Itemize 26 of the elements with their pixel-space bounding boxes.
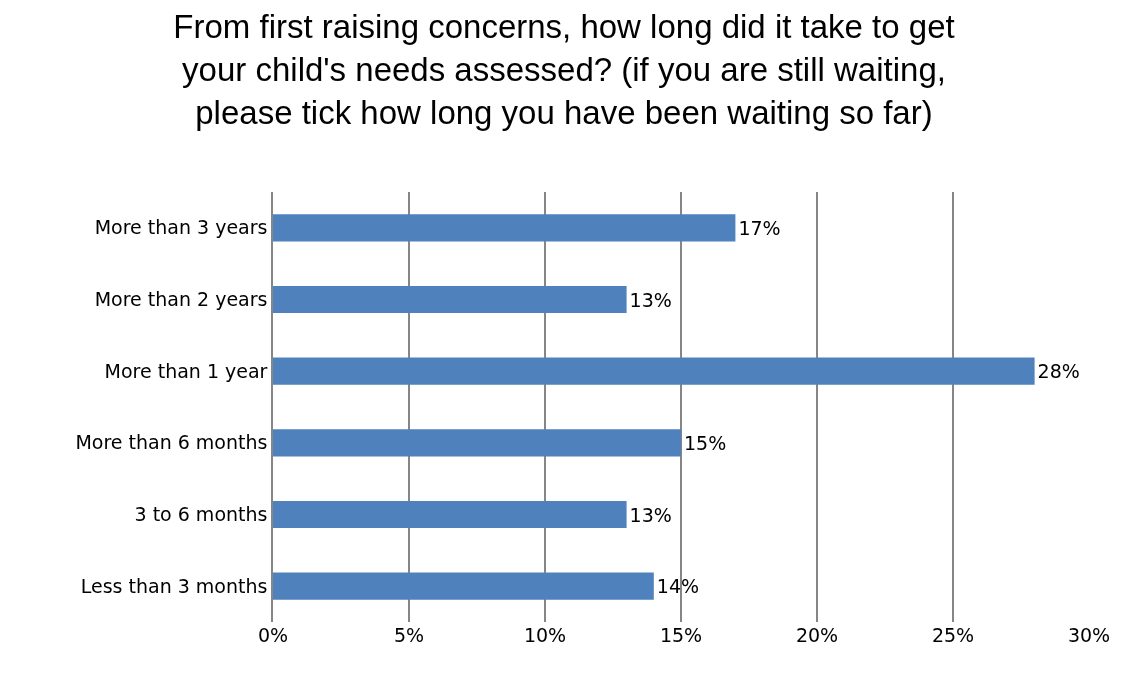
data-label: 13% (629, 288, 672, 311)
x-tick-label: 5% (393, 624, 425, 646)
bar (273, 214, 736, 242)
y-tick-label: More than 1 year (104, 359, 268, 382)
y-tick-label: More than 3 years (94, 216, 268, 239)
x-tick-label: 30% (1067, 624, 1111, 646)
y-tick-label: More than 2 years (94, 288, 268, 311)
y-tick-label: 3 to 6 months (134, 503, 268, 526)
x-tick-label: 0% (257, 624, 289, 646)
x-tick-label: 15% (659, 624, 703, 646)
chart-title: From first raising concerns, how long did it take to get your child's needs assessed? (if you are still waiting, please tick how long you have been waiting so far) (173, 8, 955, 132)
bar (273, 357, 1035, 385)
bar (273, 285, 627, 314)
data-label: 14% (656, 575, 700, 598)
bar (273, 429, 681, 457)
data-label: 17% (738, 216, 781, 239)
data-label: 15% (684, 431, 727, 454)
bar (273, 500, 627, 529)
y-tick-label: Less than 3 months (80, 574, 268, 597)
x-tick-label: 20% (795, 624, 839, 646)
data-label: 13% (629, 503, 672, 526)
y-tick-label: More than 6 months (75, 431, 268, 454)
data-label: 28% (1037, 360, 1080, 383)
bar (273, 572, 654, 600)
x-tick-label: 10% (523, 624, 567, 646)
x-tick-label: 25% (931, 624, 975, 646)
